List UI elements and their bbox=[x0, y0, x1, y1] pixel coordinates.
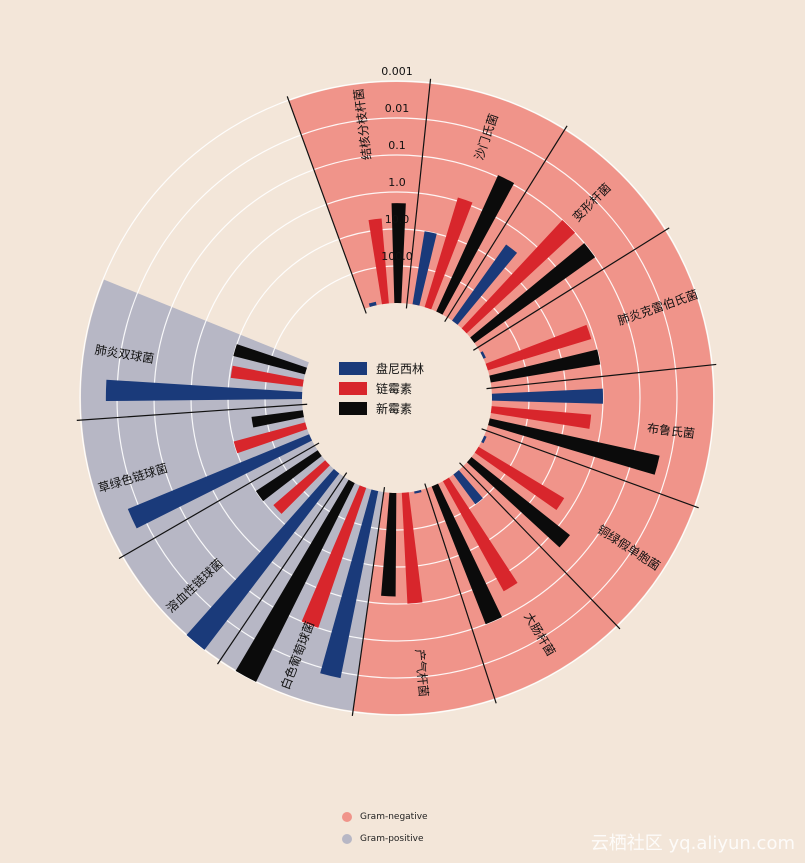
bar bbox=[105, 379, 303, 402]
bar bbox=[233, 344, 307, 375]
gram-legend: Gram-negative Gram-positive bbox=[342, 806, 428, 850]
bar bbox=[424, 197, 473, 310]
bar bbox=[490, 406, 592, 429]
sector-divider bbox=[351, 487, 386, 716]
bar bbox=[301, 485, 367, 628]
bar bbox=[127, 434, 313, 529]
sector-label: 产气杆菌 bbox=[412, 648, 431, 697]
bar bbox=[273, 460, 330, 514]
sector-divider bbox=[424, 483, 497, 704]
gram-negative-label: Gram-negative bbox=[360, 812, 428, 822]
bar bbox=[466, 457, 570, 548]
bar bbox=[233, 422, 308, 454]
bars-group bbox=[105, 175, 660, 682]
watermark: 云栖社区 yq.aliyun.com bbox=[590, 833, 795, 854]
sector-divider bbox=[481, 428, 699, 509]
gram-negative-dot bbox=[342, 812, 352, 822]
bar bbox=[381, 492, 397, 597]
bar bbox=[391, 203, 406, 304]
sector-divider bbox=[76, 403, 308, 421]
legend-label: 链霉素 bbox=[376, 381, 412, 396]
scale-tick-label: 0.001 bbox=[381, 65, 413, 78]
bar bbox=[480, 351, 486, 359]
bar bbox=[431, 483, 502, 625]
bar bbox=[186, 469, 340, 650]
sector-divider bbox=[286, 96, 367, 314]
bar bbox=[491, 388, 603, 404]
bar bbox=[453, 470, 483, 505]
bar bbox=[230, 365, 304, 387]
bar bbox=[320, 489, 379, 679]
bar bbox=[412, 231, 437, 306]
bar bbox=[485, 324, 592, 371]
sector-divider bbox=[486, 363, 717, 390]
bar bbox=[251, 410, 304, 428]
gram-positive-label: Gram-positive bbox=[360, 834, 424, 844]
sector-divider bbox=[473, 227, 670, 351]
scale-tick-label: 0.01 bbox=[385, 102, 410, 115]
bar bbox=[461, 219, 576, 334]
sector-divider bbox=[118, 442, 320, 560]
bar bbox=[436, 175, 515, 315]
scale-tick-label: 1.0 bbox=[388, 176, 406, 189]
sector-divider bbox=[217, 472, 348, 665]
legend-label: 新霉素 bbox=[376, 401, 412, 416]
legend-gram-negative: Gram-negative bbox=[342, 806, 428, 828]
scale-tick-label: 100.0 bbox=[381, 250, 413, 263]
bar bbox=[368, 218, 389, 305]
sector-divider bbox=[444, 125, 568, 322]
sector-divider bbox=[405, 78, 432, 309]
bar bbox=[481, 435, 487, 444]
bar bbox=[414, 489, 422, 494]
bar bbox=[401, 492, 423, 604]
bar bbox=[452, 244, 518, 325]
scale-tick-labels: 0.001 0.01 0.1 1.0 10.0 100.0 bbox=[381, 65, 413, 263]
gram-positive-dot bbox=[342, 834, 352, 844]
sector-label: 布鲁氏菌 bbox=[646, 421, 695, 441]
bar bbox=[489, 349, 601, 383]
bar bbox=[235, 479, 355, 682]
sector-dividers bbox=[76, 78, 717, 716]
scale-tick-label: 0.1 bbox=[388, 139, 406, 152]
scale-ring bbox=[79, 80, 715, 716]
bar bbox=[368, 301, 377, 307]
scale-tick-label: 10.0 bbox=[385, 213, 410, 226]
legend-swatch bbox=[339, 402, 367, 415]
bar bbox=[442, 477, 518, 592]
bar bbox=[255, 450, 322, 502]
legend-swatch bbox=[339, 382, 367, 395]
bar bbox=[474, 446, 565, 511]
legend-swatch bbox=[339, 362, 367, 375]
legend-gram-positive: Gram-positive bbox=[342, 828, 428, 850]
bar bbox=[470, 243, 596, 343]
bar bbox=[488, 418, 660, 475]
sector-divider bbox=[459, 462, 621, 630]
legend-label: 盘尼西林 bbox=[376, 361, 424, 376]
